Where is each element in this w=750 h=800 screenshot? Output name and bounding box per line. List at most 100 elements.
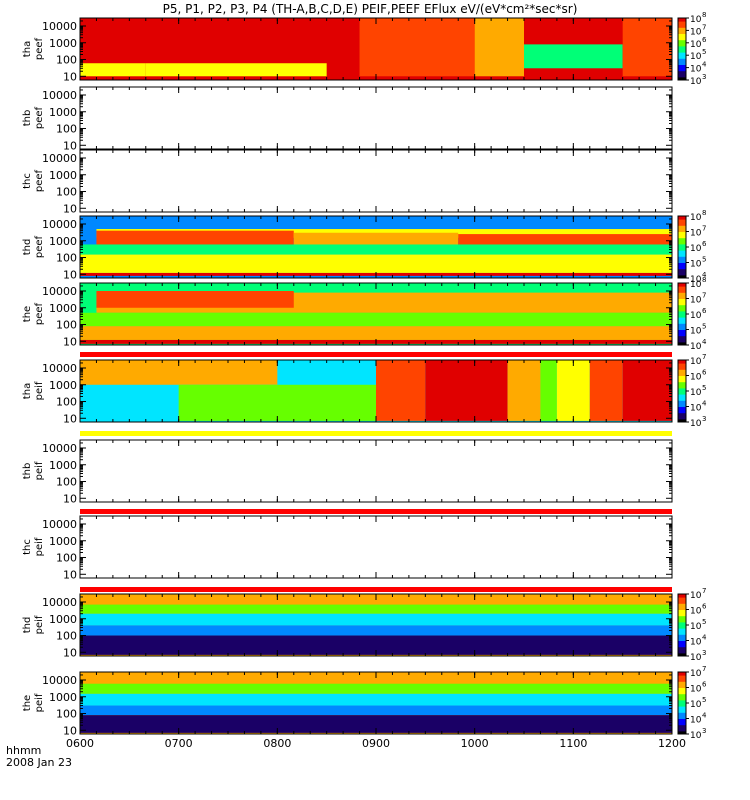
heatmap-band-5 <box>524 44 623 69</box>
colorbar-segment <box>678 78 686 81</box>
colorbar-tick-label: 10 <box>690 40 702 50</box>
colorbar-segment <box>678 217 686 220</box>
y-tick-label: 10 <box>63 202 77 215</box>
colorbar-segment <box>678 257 686 260</box>
x-tick-label-5: 1100 <box>559 737 587 750</box>
y-tick-label: 10000 <box>42 518 77 531</box>
colorbar-segment <box>678 729 686 732</box>
heatmap-band-3 <box>80 705 672 716</box>
colorbar-segment <box>678 672 686 675</box>
colorbar-segment <box>678 685 686 688</box>
y-tick-label: 100 <box>56 123 77 136</box>
colorbar-segment <box>678 262 686 265</box>
x-tick-label-3: 0900 <box>362 737 390 750</box>
colorbar-tick-label: 10 <box>690 52 702 62</box>
colorbar-segment <box>678 420 686 423</box>
colorbar-segment <box>678 42 686 45</box>
colorbar-segment <box>678 248 686 251</box>
colorbar-segment <box>678 403 686 406</box>
colorbar-tick-exponent: 5 <box>702 256 706 264</box>
panel-frame <box>79 515 673 579</box>
colorbar-segment <box>678 44 686 47</box>
panel-label-line-1: peef <box>34 169 45 192</box>
colorbar-segment <box>678 274 686 277</box>
colorbar-segment <box>678 223 686 226</box>
colorbar-segment <box>678 412 686 415</box>
colorbar-tick-exponent: 3 <box>702 727 706 735</box>
colorbar-segment <box>678 31 686 34</box>
panel-label-line-0: the <box>22 695 33 711</box>
colorbar-segment <box>678 321 686 324</box>
colorbar-tick-label: 10 <box>690 404 702 414</box>
colorbar-segment <box>678 623 686 626</box>
colorbar-segment <box>678 392 686 395</box>
colorbar-tick-label: 10 <box>690 607 702 617</box>
colorbar-segment <box>678 704 686 707</box>
colorbar-segment <box>678 317 686 320</box>
colorbar-segment <box>678 22 686 25</box>
colorbar-segment <box>678 626 686 629</box>
heatmap-band-3 <box>80 312 672 327</box>
y-tick-label: 10000 <box>42 20 77 33</box>
colorbar-segment <box>678 239 686 242</box>
y-tick-label: 10 <box>63 70 77 83</box>
colorbar-segment <box>678 715 686 718</box>
panel-label-line-1: peif <box>34 461 45 480</box>
colorbar-segment <box>678 267 686 270</box>
colorbar-segment <box>678 335 686 338</box>
y-tick-label: 1000 <box>49 37 77 50</box>
colorbar-tick-exponent: 6 <box>702 307 707 315</box>
colorbar-segment <box>678 50 686 53</box>
colorbar-segment <box>678 643 686 646</box>
colorbar-segment <box>678 364 686 367</box>
colorbar-segment <box>678 292 686 295</box>
colorbar-segment <box>678 295 686 298</box>
colorbar-segment <box>678 383 686 386</box>
colorbar-segment <box>678 681 686 684</box>
colorbar-segment <box>678 648 686 651</box>
panel-label-line-1: peif <box>34 615 45 634</box>
colorbar-segment <box>678 603 686 606</box>
colorbar-segment <box>678 35 686 38</box>
colorbar-segment <box>678 287 686 290</box>
colorbar-segment <box>678 367 686 370</box>
panel-frame <box>79 149 673 213</box>
panel-thc-peef: 10 100 1000 10000 thc peef <box>22 149 673 215</box>
heatmap-band-2 <box>178 384 376 421</box>
colorbar-segment <box>678 332 686 335</box>
colorbar-segment <box>678 21 686 24</box>
colorbar-segment <box>678 39 686 42</box>
heatmap-band-8 <box>589 360 623 421</box>
colorbar-segment <box>678 618 686 621</box>
colorbar-tick-label: 10 <box>690 373 702 383</box>
heatmap-band-6 <box>540 360 557 421</box>
colorbar-segment <box>678 52 686 55</box>
colorbar-segment <box>678 651 686 654</box>
colorbar-segment <box>678 233 686 236</box>
colorbar-segment <box>678 271 686 274</box>
heatmap-band-4 <box>80 326 672 340</box>
heatmap-band-4 <box>474 18 524 77</box>
colorbar-segment <box>678 360 686 363</box>
colorbar-segment <box>678 293 686 296</box>
colorbar-segment <box>678 632 686 635</box>
colorbar-segment <box>678 41 686 44</box>
colorbar-segment <box>678 228 686 231</box>
panel-frame <box>79 439 673 503</box>
colorbar-segment <box>678 397 686 400</box>
colorbar-segment <box>678 718 686 721</box>
colorbar-segment <box>678 75 686 78</box>
panel-label-line-0: thd <box>22 617 33 634</box>
y-tick-label: 10 <box>63 492 77 505</box>
colorbar-segment <box>678 231 686 234</box>
colorbar-segment <box>678 28 686 31</box>
colorbar-segment <box>678 724 686 727</box>
colorbar-tick-exponent: 4 <box>702 712 707 720</box>
y-tick-label: 100 <box>56 552 77 565</box>
colorbar-segment <box>678 679 686 682</box>
colorbar-tick-label: 10 <box>690 77 702 87</box>
colorbar-segment <box>678 646 686 649</box>
colorbar-segment <box>678 418 686 421</box>
